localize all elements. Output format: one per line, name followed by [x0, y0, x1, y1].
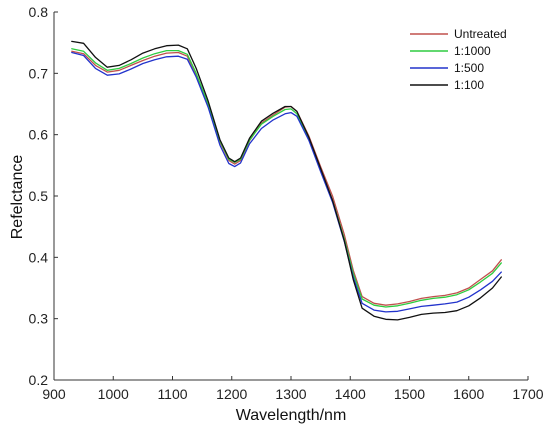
x-tick-label: 1000 — [98, 386, 129, 402]
y-tick-label: 0.4 — [29, 249, 49, 265]
legend-label: 1:500 — [454, 61, 484, 75]
x-tick-label: 1700 — [512, 386, 543, 402]
series-layer — [71, 40, 502, 321]
x-tick-label: 1200 — [216, 386, 247, 402]
x-tick-label: 1100 — [157, 386, 187, 402]
legend-label: 1:1000 — [454, 44, 491, 58]
legend-label: 1:100 — [454, 78, 484, 92]
series-line-2 — [71, 48, 502, 308]
x-tick-label: 1500 — [394, 386, 425, 402]
y-tick-label: 0.6 — [29, 127, 49, 143]
y-tick-label: 0.8 — [29, 4, 49, 20]
x-tick-label: 1300 — [275, 386, 306, 402]
legend: Untreated 1:1000 1:500 1:100 — [404, 22, 520, 98]
plot-axes: 900 1000 1100 1200 1300 1400 1500 1600 1700 0.2 0.… — [29, 4, 544, 402]
y-tick-label: 0.2 — [29, 372, 49, 388]
y-tick-label: 0.7 — [29, 65, 49, 81]
y-tick-label: 0.5 — [29, 188, 49, 204]
series-line-3 — [71, 51, 502, 313]
x-tick-label: 1600 — [453, 386, 484, 402]
series-line-4 — [71, 40, 502, 321]
y-tick-label: 0.3 — [29, 311, 49, 327]
legend-label: Untreated — [454, 27, 507, 41]
x-tick-label: 1400 — [335, 386, 366, 402]
y-axis-title: Refelctance — [9, 155, 26, 240]
x-tick-label: 900 — [42, 386, 66, 402]
x-axis-title: Wavelength/nm — [236, 407, 347, 424]
